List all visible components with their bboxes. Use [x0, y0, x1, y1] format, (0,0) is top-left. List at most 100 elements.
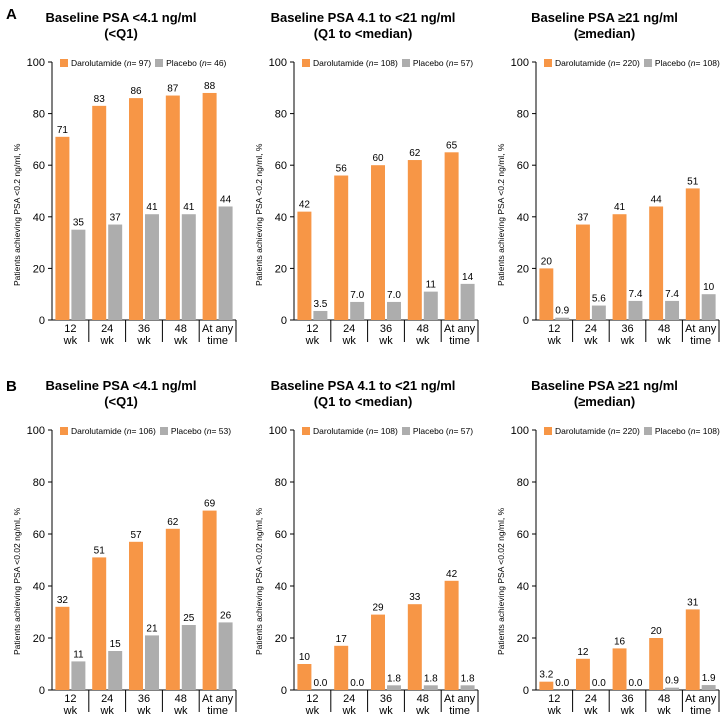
data-label: 1.8 — [424, 673, 438, 684]
data-label: 12 — [577, 647, 589, 658]
bar-placebo — [628, 300, 643, 320]
legend-n-placebo: n — [202, 57, 207, 68]
y-tick-label: 100 — [511, 57, 529, 69]
x-tick-label: wk — [173, 335, 188, 347]
bar-darolutamide — [202, 510, 217, 690]
bar-placebo — [555, 317, 570, 320]
legend-swatch-darolutamide — [302, 426, 310, 435]
data-label: 51 — [687, 176, 699, 187]
y-tick-label: 100 — [269, 57, 287, 69]
bar-darolutamide — [165, 95, 180, 320]
chart-title-line1: Baseline PSA ≥21 ng/ml — [531, 10, 678, 25]
chart-b3: 0 20 40 60 80 100 3.2 0.0 12 wk 12 0.0 24 wk 16 0.0 36 wk… — [484, 372, 725, 728]
x-tick-label: wk — [136, 335, 151, 347]
data-label: 0.0 — [592, 678, 606, 689]
bar-placebo — [218, 622, 233, 690]
x-tick-label: wk — [415, 705, 430, 717]
y-tick-label: 20 — [517, 633, 529, 645]
bar-placebo — [387, 301, 401, 320]
x-tick-label: 48 — [417, 693, 429, 705]
bar-placebo — [108, 224, 123, 320]
bar-darolutamide — [165, 528, 180, 690]
x-tick-label: At any — [685, 693, 717, 705]
data-label: 11 — [426, 280, 437, 291]
bar-placebo — [145, 214, 159, 320]
plot-svg: 020406080100423.512wk567.024wk607.036wk6… — [269, 57, 479, 347]
bar-darolutamide — [129, 98, 143, 321]
data-label: 42 — [446, 569, 458, 580]
bar-placebo — [350, 301, 365, 320]
data-label: 83 — [94, 94, 106, 105]
x-tick-label: wk — [99, 705, 114, 717]
bar-darolutamide — [612, 648, 627, 690]
y-tick-label: 40 — [517, 212, 529, 224]
y-tick-label: 60 — [33, 160, 45, 172]
data-label: 32 — [57, 595, 69, 606]
legend-label-placebo: Placebo ( — [170, 425, 207, 436]
legend-swatch-placebo — [401, 58, 410, 67]
plot-svg: 020406080100713512wk833724wk864136wk8741… — [27, 57, 237, 347]
x-tick-label: 24 — [101, 693, 113, 705]
x-tick-label: 12 — [548, 693, 560, 705]
x-tick-label: 36 — [621, 323, 633, 335]
x-tick-label: wk — [341, 335, 356, 347]
data-label: 69 — [204, 499, 216, 510]
x-tick-label: wk — [341, 705, 356, 717]
x-tick-label: wk — [378, 335, 393, 347]
data-label: 44 — [220, 194, 232, 205]
x-tick-label: 24 — [585, 693, 597, 705]
legend-count-darolutamide: = 220) — [615, 57, 640, 68]
x-tick-label: time — [207, 335, 228, 347]
chart-title-line1: Baseline PSA ≥21 ng/ml — [531, 378, 678, 393]
y-tick-label: 80 — [33, 477, 45, 489]
legend-n-placebo: n — [448, 57, 454, 68]
bar-placebo — [71, 229, 86, 320]
legend-count-darolutamide: = 97) — [131, 57, 152, 68]
legend-swatch-placebo — [159, 426, 168, 435]
bar-darolutamide — [55, 136, 70, 320]
x-tick-label: 36 — [621, 693, 633, 705]
y-axis-label-text: Patients achieving PSA <0.2 ng/ml, % — [496, 143, 506, 286]
data-label: 17 — [336, 634, 348, 645]
legend-label-darolutamide: Darolutamide ( — [313, 57, 369, 68]
data-label: 42 — [299, 200, 311, 211]
y-tick-label: 40 — [33, 212, 45, 224]
plot-svg: 020406080100200.912wk375.624wk417.436wk4… — [511, 57, 720, 347]
data-label: 26 — [220, 610, 232, 621]
x-tick-label: 24 — [585, 323, 597, 335]
legend-count-placebo: = 108) — [695, 57, 720, 68]
x-tick-label: wk — [620, 335, 635, 347]
chart-title: Baseline PSA <4.1 ng/ml (<Q1) — [0, 10, 242, 42]
data-label: 1.8 — [461, 673, 475, 684]
data-label: 37 — [110, 213, 122, 224]
legend-swatch-placebo — [643, 58, 652, 67]
legend-count-placebo: = 108) — [695, 425, 720, 436]
data-label: 3.5 — [313, 299, 327, 310]
x-tick-label: At any — [444, 323, 476, 335]
legend-count-darolutamide: = 106) — [131, 425, 156, 436]
plot-svg: 0204060801003.20.012wk120.024wk160.036wk… — [511, 425, 720, 717]
x-tick-label: wk — [415, 335, 430, 347]
x-tick-label: time — [207, 705, 228, 717]
bar-placebo — [423, 291, 438, 320]
legend-n-darolutamide: n — [126, 425, 132, 436]
y-tick-label: 20 — [517, 263, 529, 275]
data-label: 10 — [703, 282, 715, 293]
legend-swatch-darolutamide — [60, 426, 68, 435]
x-tick-label: 36 — [380, 693, 392, 705]
y-tick-label: 20 — [275, 263, 287, 275]
bar-darolutamide — [407, 604, 422, 690]
y-tick-label: 0 — [523, 315, 529, 327]
bar-placebo — [218, 206, 233, 320]
legend-swatch-darolutamide — [544, 426, 552, 435]
legend-label-placebo: Placebo ( — [654, 57, 691, 68]
chart-title-line1: Baseline PSA 4.1 to <21 ng/ml — [270, 10, 456, 25]
x-tick-label: time — [690, 335, 711, 347]
data-label: 14 — [462, 272, 474, 283]
chart-title-line1: Baseline PSA <4.1 ng/ml — [45, 10, 197, 25]
legend-count-placebo: = 46) — [206, 57, 227, 68]
chart-a2: 0 20 40 60 80 100 42 3.5 12 wk 56 7.0 24 wk 60 7.0 36 wk 6… — [242, 0, 484, 364]
x-tick-label: 24 — [101, 323, 113, 335]
chart-title-line2: (≥median) — [573, 394, 636, 409]
x-tick-label: 48 — [658, 323, 670, 335]
